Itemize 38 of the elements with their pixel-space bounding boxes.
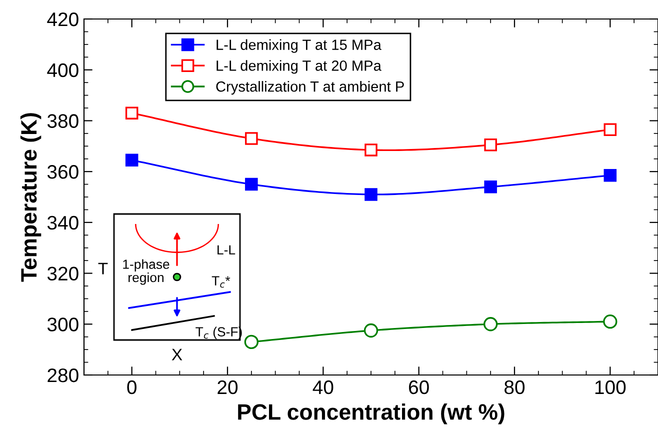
point (364, 323, 378, 338)
x-tick-label: 60 (409, 380, 429, 394)
annotation: T$_{c}$* (212, 276, 230, 288)
y-tick-label: 380 (47, 114, 78, 128)
x-tick-label: 20 (218, 380, 238, 394)
annotation: T (98, 262, 108, 274)
point (603, 314, 618, 329)
x-tick-label: 80 (504, 380, 525, 394)
annotation: L-L (218, 245, 236, 254)
y-axis-title: Temperature (K) (20, 113, 42, 282)
x-axis-title: PCL concentration (wt %) (238, 404, 504, 424)
y-tick-label: 300 (47, 318, 78, 332)
point (364, 188, 378, 201)
point (245, 132, 258, 145)
point (244, 334, 258, 350)
y-tick-label: 360 (47, 165, 78, 179)
point (484, 317, 498, 332)
point (125, 106, 138, 120)
x-tick-label: 40 (312, 380, 334, 394)
point (484, 138, 497, 152)
point (484, 180, 497, 194)
annotation: 1-phase region (123, 259, 170, 285)
point (364, 144, 378, 156)
annotation: X (172, 348, 182, 360)
x-tick-label: 0 (127, 380, 136, 394)
point (604, 123, 617, 136)
y-tick-label: 340 (47, 216, 78, 230)
x-tick-label: 100 (595, 380, 626, 394)
point (604, 168, 617, 182)
y-tick-label: 420 (47, 12, 78, 26)
y-tick-label: 280 (48, 368, 78, 382)
y-tick-label: 400 (47, 63, 78, 78)
point (245, 178, 258, 191)
point (125, 154, 138, 167)
y-tick-label: 320 (47, 266, 78, 281)
legend-label: L-L demixing T at 20 MPa (216, 60, 382, 74)
legend-label: Crystallization T at ambient P (216, 81, 404, 95)
legend-label: L-L demixing T at 15 MPa (216, 39, 382, 53)
